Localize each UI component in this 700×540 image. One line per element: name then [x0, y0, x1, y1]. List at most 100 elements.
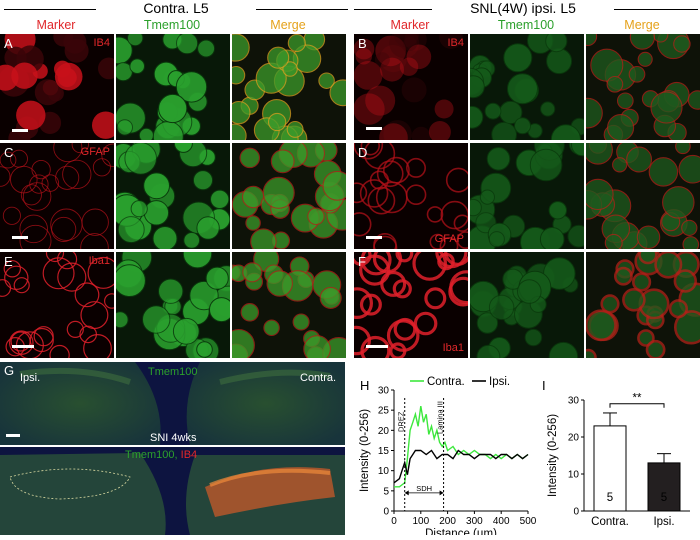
bar-n-label: 5 — [607, 492, 613, 504]
category-label: Ipsi. — [653, 516, 674, 528]
panel-h-letter: H — [360, 378, 370, 393]
micrograph-E-marker: E Iba1 — [0, 252, 114, 358]
panel-i-letter: I — [542, 378, 546, 393]
micrograph-D-merge — [586, 143, 700, 249]
panel-marker-label: Iba1 — [442, 342, 464, 354]
panel-g-bottom-image: Tmem100, IB4 — [0, 447, 345, 535]
y-tick-label: 15 — [378, 446, 390, 457]
micrograph-D-tmem — [470, 143, 584, 249]
panel-marker-label: IB4 — [93, 37, 110, 49]
micrograph-A-merge — [232, 34, 346, 140]
sdh-annotation: SDH — [416, 484, 432, 493]
micrograph-E-tmem — [116, 252, 230, 358]
panel-g-letter: G — [4, 363, 15, 378]
micrograph-A-marker: A IB4 — [0, 34, 114, 140]
micrograph-F-tmem — [470, 252, 584, 358]
panel-marker-label: GFAP — [80, 146, 110, 158]
panel-g-scale-bar — [6, 434, 20, 437]
y-axis-label: Intensity (0-256) — [359, 409, 371, 492]
col-label-tmem: Tmem100 — [497, 18, 555, 32]
header-right-rule — [614, 9, 698, 10]
scale-bar — [366, 236, 382, 239]
y-axis-label: Intensity (0-256) — [547, 414, 559, 497]
panel-marker-label: IB4 — [447, 37, 464, 49]
bar-n-label: 5 — [661, 492, 667, 504]
panel-letter: E — [4, 254, 13, 269]
panel-g-ipsi-label: Ipsi. — [20, 372, 41, 384]
panel-i-chart: 0 10 20 30 Intensity (0-256) 5 Contra. 5 Ipsi. ** — [540, 368, 700, 535]
bar-contra — [593, 425, 627, 512]
panel-g-tmem-label: Tmem100 — [148, 366, 198, 378]
y-tick-label: 10 — [568, 470, 580, 481]
lamina-annotation: Lamina III — [436, 401, 445, 434]
panel-letter: F — [358, 254, 366, 269]
micrograph-B-marker: B IB4 — [354, 34, 468, 140]
scale-bar — [12, 345, 34, 348]
col-label-merge: Merge — [270, 18, 306, 32]
panel-letter: C — [4, 145, 14, 160]
header-right-title: SNL(4W) ipsi. L5 — [470, 0, 576, 16]
y-tick-label: 30 — [568, 396, 580, 407]
panel-letter: A — [4, 36, 13, 51]
panel-g-bottom-tmem-label: Tmem100, IB4 — [125, 449, 197, 461]
sdh-arrowhead — [439, 490, 444, 496]
micrograph-C-merge — [232, 143, 346, 249]
micrograph-D-marker: D GFAP — [354, 143, 468, 249]
x-tick-label: 100 — [412, 516, 429, 527]
x-tick-label: 500 — [520, 516, 537, 527]
micrograph-C-marker: C GFAP — [0, 143, 114, 249]
col-label-tmem: Tmem100 — [143, 18, 201, 32]
header-left-rule — [4, 9, 96, 10]
scale-bar — [366, 345, 388, 348]
legend-label-contra: Contra. — [427, 376, 465, 388]
y-tick-label: 0 — [383, 507, 389, 518]
header-left-rule — [256, 9, 348, 10]
sdh-arrowhead — [404, 490, 409, 496]
significance-label: ** — [633, 393, 642, 405]
micrograph-C-tmem — [116, 143, 230, 249]
drez-annotation: DREZ — [397, 411, 406, 432]
panel-g-caption: SNI 4wks — [150, 432, 197, 444]
category-label: Contra. — [591, 516, 629, 528]
panel-letter: D — [358, 145, 368, 160]
panel-h-chart: 0 100 200 300 400 500 0 5 10 15 20 25 30 Distance (µm… — [352, 368, 537, 540]
x-axis-label: Distance (µm) — [425, 528, 497, 535]
panel-g-bottom-ib4: IB4 — [180, 449, 198, 461]
y-tick-label: 30 — [378, 386, 390, 397]
header-left-title: Contra. L5 — [143, 0, 209, 16]
line-chart-svg: 0 100 200 300 400 500 0 5 10 15 20 25 30 Distance (µm… — [359, 376, 537, 540]
series-line-contra — [394, 405, 529, 488]
panel-letter: B — [358, 36, 367, 51]
bar-chart-svg: 0 10 20 30 Intensity (0-256) 5 Contra. 5 Ipsi. ** — [547, 393, 690, 528]
x-tick-label: 400 — [493, 516, 510, 527]
y-tick-label: 20 — [568, 433, 580, 444]
legend-label-ipsi: Ipsi. — [489, 376, 510, 388]
micrograph-F-marker: F Iba1 — [354, 252, 468, 358]
y-tick-label: 20 — [378, 426, 390, 437]
col-label-merge: Merge — [624, 18, 660, 32]
micrograph-E-merge — [232, 252, 346, 358]
panel-g-contra-label: Contra. — [300, 372, 337, 384]
micrograph-B-tmem — [470, 34, 584, 140]
micrograph-F-merge — [586, 252, 700, 358]
significance-bracket — [609, 403, 665, 408]
panel-g-top-image: G Ipsi. Tmem100 Contra. SNI 4wks — [0, 362, 345, 445]
x-tick-label: 0 — [391, 516, 397, 527]
series-line-ipsi — [393, 449, 529, 484]
y-tick-label: 10 — [378, 466, 390, 477]
panel-g-bottom-tmem: Tmem100, — [125, 449, 178, 461]
y-tick-label: 25 — [378, 406, 390, 417]
scale-bar — [366, 127, 382, 130]
x-tick-label: 300 — [466, 516, 483, 527]
y-tick-label: 5 — [383, 486, 389, 497]
scale-bar — [12, 129, 28, 132]
panel-marker-label: Iba1 — [88, 255, 110, 267]
header-right-rule — [354, 9, 432, 10]
x-tick-label: 200 — [439, 516, 456, 527]
panel-marker-label: GFAP — [434, 233, 464, 245]
y-tick-label: 0 — [573, 507, 579, 518]
micrograph-A-tmem — [116, 34, 230, 140]
micrograph-B-merge — [586, 34, 700, 140]
bar-ipsi — [647, 462, 681, 512]
col-label-marker: Marker — [36, 18, 76, 32]
